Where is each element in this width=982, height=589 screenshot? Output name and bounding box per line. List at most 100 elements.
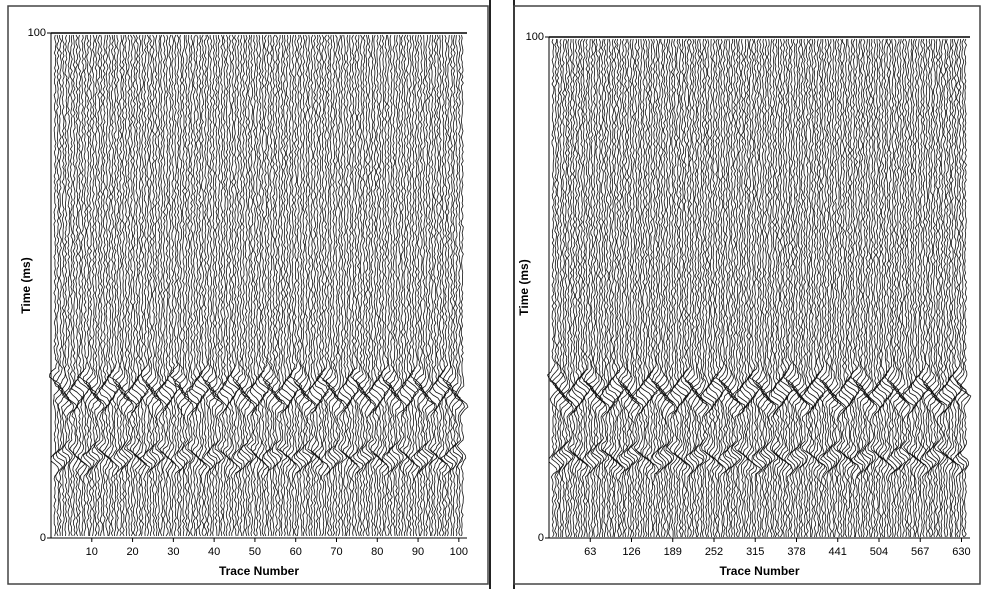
trace xyxy=(873,38,885,538)
x-tick-label: 30 xyxy=(167,546,179,558)
trace xyxy=(739,38,750,538)
trace xyxy=(604,38,616,538)
trace xyxy=(381,34,393,537)
trace xyxy=(357,34,371,537)
trace xyxy=(275,34,289,537)
trace xyxy=(155,34,168,537)
trace xyxy=(898,38,909,538)
x-tick-label: 10 xyxy=(86,546,98,558)
trace xyxy=(115,34,127,537)
trace xyxy=(821,38,834,538)
trace xyxy=(876,38,888,538)
y-tick-label: 0 xyxy=(538,532,544,544)
trace xyxy=(586,38,598,538)
trace xyxy=(778,38,790,538)
trace xyxy=(568,38,580,538)
trace xyxy=(881,38,894,538)
trace xyxy=(311,34,323,537)
trace xyxy=(619,38,631,538)
trace xyxy=(918,38,929,538)
trace xyxy=(715,38,728,538)
trace xyxy=(406,34,419,537)
trace xyxy=(120,34,133,537)
trace xyxy=(153,34,164,537)
trace xyxy=(762,38,774,537)
trace xyxy=(445,34,457,537)
trace xyxy=(242,34,255,537)
panel-frame xyxy=(513,5,981,585)
trace xyxy=(174,34,186,537)
trace xyxy=(178,34,190,537)
trace xyxy=(167,34,178,537)
x-tick-label: 315 xyxy=(746,546,764,558)
trace xyxy=(232,34,244,537)
trace xyxy=(844,38,858,538)
trace xyxy=(718,38,730,538)
trace xyxy=(760,38,772,538)
trace xyxy=(809,38,820,538)
trace xyxy=(300,34,313,537)
trace xyxy=(327,34,339,537)
trace xyxy=(49,34,62,537)
trace xyxy=(921,38,933,538)
trace xyxy=(257,34,269,537)
trace xyxy=(796,38,808,538)
trace xyxy=(594,38,606,538)
y-axis-label: Time (ms) xyxy=(517,259,531,315)
trace xyxy=(959,38,972,538)
trace xyxy=(145,34,158,536)
trace xyxy=(382,34,395,537)
trace xyxy=(314,34,327,537)
trace xyxy=(403,34,417,537)
trace xyxy=(930,38,942,538)
trace xyxy=(741,38,753,538)
trace xyxy=(831,38,846,538)
trace xyxy=(745,38,756,538)
trace xyxy=(133,34,146,537)
trace xyxy=(319,34,331,537)
trace xyxy=(255,34,266,537)
trace xyxy=(142,34,154,537)
trace xyxy=(799,38,811,538)
x-axis-label: Trace Number xyxy=(719,564,799,578)
trace xyxy=(840,38,853,538)
trace xyxy=(418,34,430,537)
trace xyxy=(691,38,704,538)
trace xyxy=(892,38,905,538)
trace xyxy=(819,38,832,538)
trace xyxy=(88,34,100,537)
trace xyxy=(791,38,802,538)
trace xyxy=(554,38,567,537)
trace xyxy=(609,38,622,538)
trace xyxy=(298,34,309,537)
trace xyxy=(183,35,194,537)
trace xyxy=(294,34,307,537)
trace xyxy=(286,34,299,537)
trace xyxy=(944,38,956,538)
trace xyxy=(371,34,383,537)
trace xyxy=(945,38,957,538)
trace xyxy=(595,38,608,538)
trace xyxy=(590,39,603,538)
trace xyxy=(281,34,294,537)
x-tick-label: 70 xyxy=(330,546,342,558)
trace xyxy=(168,34,182,537)
trace xyxy=(757,38,769,538)
x-tick-label: 567 xyxy=(911,546,929,558)
trace xyxy=(413,34,425,537)
trace xyxy=(453,34,465,537)
trace xyxy=(867,38,878,538)
trace xyxy=(755,38,767,538)
x-tick-label: 40 xyxy=(208,546,220,558)
x-tick-label: 100 xyxy=(450,546,468,558)
trace xyxy=(723,38,736,538)
trace xyxy=(420,34,433,537)
trace xyxy=(164,34,176,537)
trace xyxy=(437,34,450,537)
trace xyxy=(867,38,881,538)
trace xyxy=(106,34,118,537)
trace xyxy=(812,38,824,538)
trace xyxy=(161,34,173,537)
trace xyxy=(308,34,322,537)
trace xyxy=(260,34,271,537)
